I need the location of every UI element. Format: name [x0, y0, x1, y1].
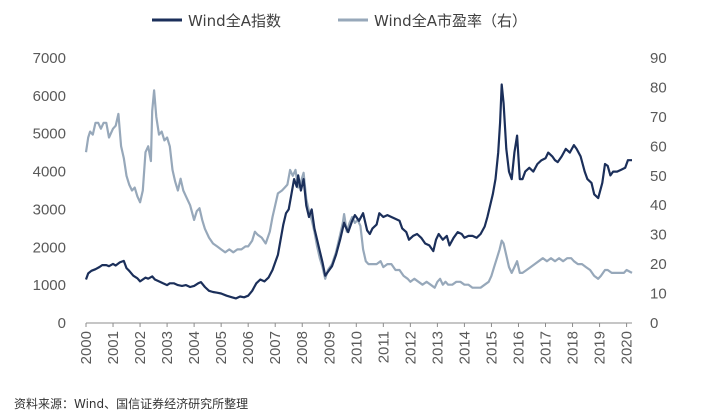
x-tick-label: 2018 [565, 331, 582, 364]
series-line-2 [84, 89, 633, 289]
x-tick-label: 2006 [240, 331, 257, 364]
x-tick-label: 2020 [619, 331, 636, 364]
y-left-tick-label: 3000 [33, 201, 66, 218]
x-tick-label: 2016 [510, 331, 527, 364]
y-right-tick-label: 30 [650, 227, 667, 244]
y-left-tick-label: 1000 [33, 277, 66, 294]
legend: Wind全A指数 Wind全A市盈率（右） [152, 12, 527, 30]
y-right-tick-label: 60 [650, 138, 667, 155]
legend-label-series-1: Wind全A指数 [188, 12, 281, 30]
x-tick-label: 2010 [348, 331, 365, 364]
x-tick-label: 2015 [483, 331, 500, 364]
x-tick-label: 2003 [159, 331, 176, 364]
source-note: 资料来源：Wind、国信证券经济研究所整理 [14, 397, 249, 411]
x-tick-label: 2017 [538, 331, 555, 364]
x-tick-label: 2009 [321, 331, 338, 364]
y-left-tick-label: 6000 [33, 88, 66, 105]
y-left-tick-label: 5000 [33, 126, 66, 143]
series-layer [84, 83, 633, 300]
y-left-tick-label: 2000 [33, 239, 66, 256]
x-tick-label: 2014 [456, 331, 473, 364]
y-left-tick-label: 0 [58, 315, 66, 332]
x-tick-label: 2019 [592, 331, 609, 364]
y-right-tick-label: 10 [650, 286, 667, 303]
legend-label-series-2: Wind全A市盈率（右） [374, 12, 527, 30]
axes: 0 1000 2000 3000 4000 5000 6000 7000 0 10 20 30 40 50… [33, 50, 667, 364]
x-tick-label: 2007 [267, 331, 284, 364]
x-tick-label: 2012 [402, 331, 419, 364]
y-right-tick-label: 80 [650, 79, 667, 96]
x-tick-label: 2008 [294, 331, 311, 364]
series-line-1 [84, 83, 632, 300]
x-tick-label: 2005 [213, 331, 230, 364]
x-tick-label: 2002 [132, 331, 149, 364]
y-right-tick-label: 0 [650, 315, 658, 332]
y-right-tick-label: 50 [650, 168, 667, 185]
x-tick-label: 2004 [186, 331, 203, 364]
x-tick-label: 2011 [375, 331, 392, 363]
y-right-tick-label: 70 [650, 109, 667, 126]
x-tick-label: 2001 [105, 331, 122, 364]
y-left-tick-label: 4000 [33, 164, 66, 181]
y-right-tick-label: 40 [650, 197, 667, 214]
x-tick-label: 2013 [429, 331, 446, 364]
x-tick-label: 2000 [78, 331, 95, 364]
y-left-tick-label: 7000 [33, 50, 66, 67]
y-right-tick-label: 90 [650, 50, 667, 67]
y-right-tick-label: 20 [650, 256, 667, 273]
